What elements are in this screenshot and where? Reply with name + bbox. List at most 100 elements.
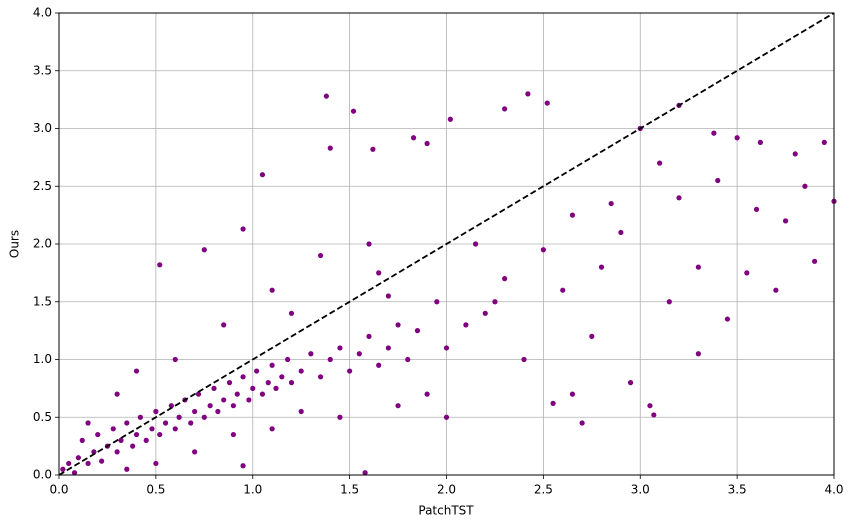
scatter-point: [317, 252, 324, 259]
scatter-point: [288, 380, 295, 386]
scatter-point: [195, 391, 202, 397]
scatter-point: [323, 93, 329, 99]
scatter-point: [114, 449, 120, 455]
scatter-point: [172, 426, 178, 432]
scatter-point: [356, 351, 362, 357]
scatter-point: [385, 293, 391, 299]
scatter-point: [753, 206, 760, 212]
scatter-point: [143, 437, 149, 443]
x-tick-label: 1.0: [243, 483, 262, 497]
scatter-point: [298, 408, 304, 415]
scatter-point: [395, 322, 401, 328]
scatter-point: [757, 139, 763, 145]
scatter-point: [149, 426, 155, 432]
scatter-point: [657, 160, 663, 166]
scatter-point: [676, 195, 682, 201]
scatter-point: [157, 262, 163, 268]
scatter-point: [71, 470, 78, 476]
scatter-point: [207, 403, 213, 409]
scatter-point: [153, 408, 159, 415]
scatter-point: [376, 362, 382, 368]
scatter-point: [366, 333, 372, 339]
scatter-point: [285, 356, 291, 363]
x-tick-label: 1.5: [340, 483, 359, 497]
scatter-point: [666, 299, 672, 305]
x-tick-label: 0.5: [146, 483, 165, 497]
scatter-point: [608, 200, 614, 207]
scatter-point: [395, 403, 401, 409]
scatter-point: [176, 414, 182, 420]
scatter-point: [502, 276, 508, 282]
scatter-point: [724, 316, 731, 322]
scatter-point: [308, 351, 314, 357]
scatter-point: [347, 368, 353, 374]
scatter-point: [91, 449, 97, 455]
scatter-point: [376, 270, 382, 276]
y-tick-label: 1.0: [33, 352, 52, 366]
scatter-point: [366, 241, 372, 247]
scatter-point: [279, 374, 285, 380]
scatter-point: [259, 391, 266, 397]
y-tick-label: 4.0: [33, 6, 52, 20]
scatter-point: [226, 380, 233, 386]
scatter-point: [821, 139, 827, 145]
scatter-point: [521, 356, 527, 363]
scatter-point: [240, 374, 246, 380]
scatter-point: [95, 431, 101, 438]
scatter-point: [79, 437, 85, 443]
scatter-point: [230, 403, 236, 409]
y-tick-label: 2.0: [33, 237, 52, 251]
scatter-point: [201, 414, 207, 420]
scatter-point: [711, 130, 717, 136]
scatter-point: [162, 420, 169, 426]
scatter-point: [254, 368, 260, 374]
scatter-point: [215, 408, 221, 415]
scatter-point: [569, 391, 576, 397]
scatter-point: [99, 458, 105, 464]
scatter-point: [157, 431, 163, 438]
scatter-point: [221, 322, 227, 328]
scatter-point: [60, 466, 66, 472]
y-axis-label: Ours: [8, 230, 22, 258]
scatter-point: [773, 287, 779, 293]
y-tick-label: 2.5: [33, 179, 52, 193]
scatter-point: [443, 345, 450, 351]
scatter-point: [424, 140, 430, 147]
scatter-point: [250, 385, 256, 391]
scatter-point: [410, 135, 417, 141]
y-tick-label: 3.0: [33, 121, 52, 135]
scatter-point: [124, 420, 130, 426]
scatter-point: [447, 116, 453, 122]
x-tick-label: 4.0: [824, 483, 843, 497]
scatter-point: [234, 391, 240, 397]
scatter-point: [647, 403, 653, 409]
scatter-point: [544, 100, 550, 106]
y-tick-label: 3.5: [33, 63, 52, 77]
scatter-point: [201, 247, 207, 253]
scatter-point: [627, 380, 634, 386]
scatter-point: [240, 463, 246, 469]
scatter-point: [288, 310, 295, 316]
y-tick-label: 0.0: [33, 468, 52, 482]
scatter-point: [424, 391, 430, 397]
scatter-point: [133, 431, 140, 438]
scatter-point: [298, 368, 304, 374]
scatter-point: [327, 145, 333, 151]
scatter-point: [405, 356, 411, 363]
scatter-point: [327, 356, 333, 363]
scatter-point: [744, 270, 750, 276]
scatter-point: [802, 183, 808, 189]
scatter-point: [114, 391, 120, 397]
scatter-point: [124, 466, 130, 472]
scatter-point: [172, 356, 178, 363]
scatter-point: [211, 385, 217, 391]
scatter-point: [579, 420, 585, 426]
scatter-point: [137, 414, 143, 420]
scatter-point: [66, 460, 72, 467]
scatter-point: [414, 328, 421, 334]
scatter-point: [269, 362, 275, 368]
scatter-point: [85, 420, 91, 426]
scatter-point: [385, 345, 391, 351]
scatter-point: [130, 443, 136, 449]
